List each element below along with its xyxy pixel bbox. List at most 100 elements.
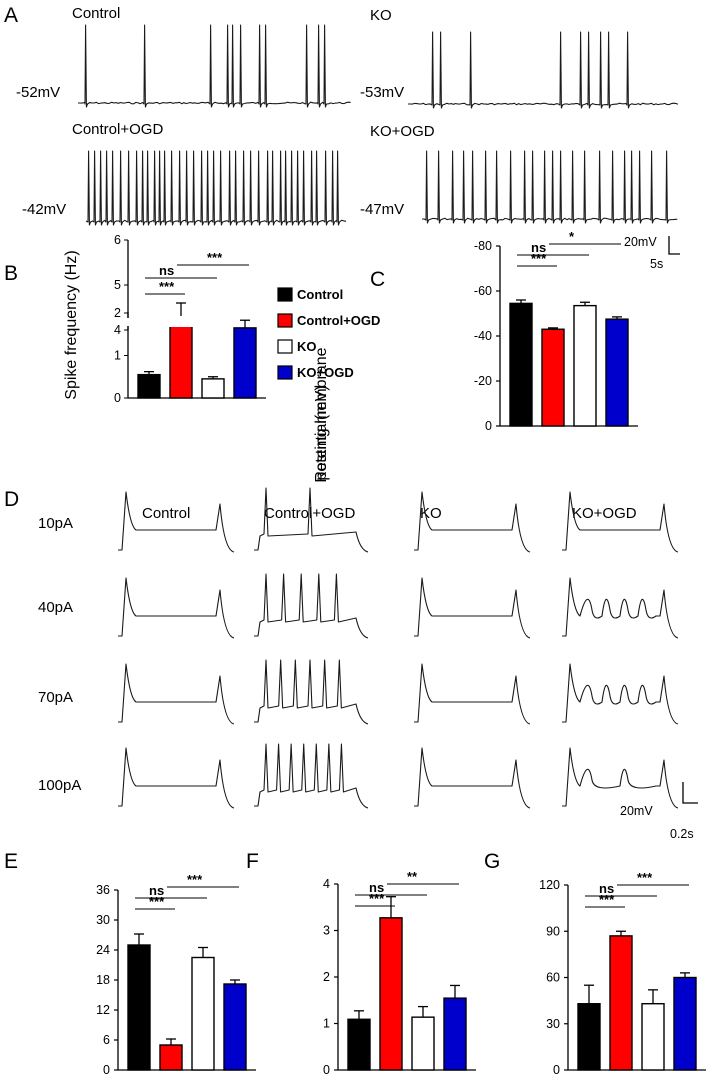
bar-control bbox=[137, 373, 161, 399]
y-tick-label: 4 bbox=[114, 323, 121, 337]
y-tick-label: 30 bbox=[546, 1017, 560, 1031]
y-axis-label: Resting membrane bbox=[313, 347, 330, 482]
current-clamp-trace bbox=[414, 747, 531, 809]
significance-label: ns bbox=[159, 263, 174, 278]
row-label: 100pA bbox=[38, 777, 81, 794]
panel-label-f: F bbox=[246, 850, 259, 873]
y-tick-label: 60 bbox=[546, 971, 560, 985]
y-tick-label: 2 bbox=[114, 306, 121, 320]
bar-ko-ogd bbox=[605, 318, 629, 427]
y-tick-label: 5 bbox=[114, 278, 121, 292]
scale-bar-d-time: 0.2s bbox=[670, 827, 694, 841]
y-tick-label: 12 bbox=[96, 1003, 110, 1017]
y-tick-label: 1 bbox=[114, 349, 121, 363]
scale-bar-a-voltage: 20mV bbox=[624, 235, 657, 249]
legend: Control Control+OGD KO KO+OGD bbox=[277, 287, 380, 380]
legend-swatch bbox=[277, 313, 293, 328]
y-tick-label: -40 bbox=[474, 329, 492, 343]
spike-trace-control bbox=[78, 24, 351, 108]
bar-control bbox=[127, 944, 151, 1071]
spike-trace-ko bbox=[408, 31, 679, 109]
significance-label: ns bbox=[149, 883, 164, 898]
current-clamp-trace bbox=[118, 577, 235, 639]
y-tick-label: 3 bbox=[323, 924, 330, 938]
significance-label: *** bbox=[187, 872, 203, 887]
y-tick-label: -20 bbox=[474, 374, 492, 388]
y-axis-label: Spike frequency (Hz) bbox=[63, 250, 80, 399]
current-clamp-trace bbox=[254, 743, 369, 809]
vm-label-ko-ogd: -47mV bbox=[360, 201, 404, 218]
y-tick-label: 0 bbox=[103, 1063, 110, 1077]
scale-bar-a-time: 5s bbox=[650, 257, 663, 271]
significance-label: ns bbox=[599, 881, 614, 896]
trace-label-ko: KO bbox=[370, 7, 392, 24]
current-clamp-trace bbox=[562, 747, 679, 809]
trace-label-control-ogd: Control+OGD bbox=[72, 121, 163, 138]
current-clamp-trace bbox=[118, 747, 235, 809]
significance-label: *** bbox=[637, 870, 653, 885]
y-tick-label: 2 bbox=[323, 970, 330, 984]
legend-label: KO+OGD bbox=[297, 365, 354, 380]
y-tick-label: 1 bbox=[323, 1017, 330, 1031]
legend-swatch bbox=[277, 339, 293, 354]
bar-ko bbox=[573, 304, 597, 427]
current-clamp-trace bbox=[118, 491, 235, 553]
current-clamp-trace bbox=[118, 663, 235, 725]
bar-ko bbox=[191, 956, 215, 1071]
bar-ko-ogd bbox=[233, 327, 257, 399]
panel-label-d: D bbox=[4, 488, 19, 511]
chart-resting-potential: 0-20-40-60-80***ns*Resting membranepoten… bbox=[313, 229, 638, 483]
panel-label-a: A bbox=[4, 4, 18, 27]
y-tick-label: 6 bbox=[103, 1033, 110, 1047]
panel-d-traces: Control Control+OGD KO KO+OGD 10pA 40pA 70pA 10… bbox=[38, 487, 679, 809]
significance-label: *** bbox=[207, 250, 223, 265]
legend-swatch bbox=[277, 287, 293, 302]
scale-bar-a bbox=[668, 236, 680, 255]
significance-label: ns bbox=[369, 880, 384, 895]
bar-control-ogd bbox=[169, 320, 193, 399]
significance-label: ns bbox=[531, 240, 546, 255]
current-clamp-trace bbox=[562, 491, 679, 553]
y-tick-label: 120 bbox=[539, 878, 560, 892]
vm-label-ko: -53mV bbox=[360, 84, 404, 101]
current-clamp-trace bbox=[254, 573, 369, 639]
panel-label-g: G bbox=[484, 850, 500, 873]
y-tick-label: 6 bbox=[114, 233, 121, 247]
bar-control bbox=[347, 1018, 371, 1071]
trace-label-ko-ogd: KO+OGD bbox=[370, 123, 435, 140]
column-label: KO bbox=[420, 505, 442, 522]
y-tick-label: -60 bbox=[474, 284, 492, 298]
spike-trace-control-ogd bbox=[85, 150, 347, 226]
bar-ko bbox=[641, 1003, 665, 1071]
y-tick-label: -80 bbox=[474, 239, 492, 253]
column-label: KO+OGD bbox=[572, 505, 637, 522]
panel-label-e: E bbox=[4, 850, 18, 873]
current-clamp-trace bbox=[254, 487, 369, 553]
y-tick-label: 0 bbox=[323, 1063, 330, 1077]
current-clamp-trace bbox=[414, 663, 531, 725]
significance-label: ** bbox=[407, 869, 418, 884]
legend-label: Control bbox=[297, 287, 343, 302]
current-clamp-trace bbox=[562, 577, 679, 639]
bar-ko bbox=[201, 378, 225, 399]
scale-bar-d bbox=[682, 782, 698, 804]
current-clamp-trace bbox=[414, 577, 531, 639]
spike-trace-ko-ogd bbox=[422, 150, 678, 224]
bar-control-ogd bbox=[159, 1044, 183, 1071]
y-tick-label: 36 bbox=[96, 883, 110, 897]
row-label: 70pA bbox=[38, 689, 73, 706]
bar-ko-ogd bbox=[673, 976, 697, 1071]
y-tick-label: 90 bbox=[546, 924, 560, 938]
bar-control bbox=[509, 302, 533, 427]
current-clamp-trace bbox=[562, 663, 679, 725]
bar-control-ogd bbox=[541, 328, 565, 427]
significance-label: * bbox=[569, 229, 575, 244]
y-tick-label: 0 bbox=[485, 419, 492, 433]
scale-bar-d-voltage: 20mV bbox=[620, 804, 653, 818]
column-label: Control bbox=[142, 505, 190, 522]
significance-label: *** bbox=[159, 279, 175, 294]
